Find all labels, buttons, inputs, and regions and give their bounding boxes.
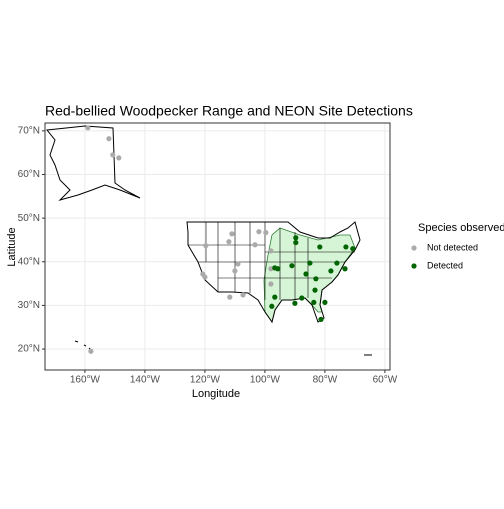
- site-point: [317, 244, 323, 250]
- site-point: [269, 303, 275, 309]
- x-tick-label: 60°W: [373, 375, 398, 386]
- site-point: [292, 300, 298, 306]
- state-lines: [188, 222, 355, 300]
- site-point: [311, 299, 317, 305]
- legend: Not detected Detected: [411, 242, 478, 270]
- y-tick-label: 40°N: [18, 256, 40, 267]
- site-point: [293, 235, 299, 241]
- y-axis-title: Latitude: [6, 227, 18, 266]
- legend-title: Species observed: [418, 222, 504, 234]
- x-tick-label: 140°W: [130, 375, 161, 386]
- site-point: [275, 266, 281, 272]
- legend-swatch: [411, 245, 417, 251]
- site-point: [227, 294, 233, 300]
- site-point: [312, 287, 318, 293]
- site-point: [268, 248, 274, 254]
- site-point: [272, 294, 278, 300]
- site-point: [203, 243, 209, 249]
- site-point: [232, 268, 238, 274]
- site-point: [229, 231, 235, 237]
- site-point: [334, 260, 340, 266]
- y-tick-label: 30°N: [18, 300, 40, 311]
- chart-title: Red-bellied Woodpecker Range and NEON Si…: [45, 103, 413, 119]
- site-point: [116, 155, 122, 161]
- site-point: [268, 281, 274, 287]
- site-point: [106, 136, 112, 142]
- site-point: [303, 271, 309, 277]
- site-point: [342, 266, 348, 272]
- x-axis-title: Longitude: [192, 388, 240, 400]
- legend-swatch: [411, 263, 417, 269]
- y-tick-label: 60°N: [18, 169, 40, 180]
- site-point: [235, 261, 241, 267]
- site-point: [263, 229, 269, 236]
- site-point: [226, 239, 232, 245]
- site-point: [318, 316, 324, 322]
- x-tick-label: 160°W: [70, 375, 101, 386]
- site-point: [268, 266, 274, 272]
- site-point: [88, 348, 94, 354]
- x-tick-label: 120°W: [190, 375, 221, 386]
- site-point: [202, 274, 208, 280]
- contiguous-us: [186, 221, 361, 324]
- site-point: [256, 229, 262, 235]
- site-point: [299, 295, 305, 301]
- site-point: [343, 244, 349, 250]
- site-point: [289, 263, 295, 269]
- x-tick-label: 80°W: [313, 375, 338, 386]
- site-point: [293, 239, 299, 246]
- alaska: [46, 125, 141, 201]
- site-point: [252, 242, 258, 248]
- legend-label: Detected: [427, 260, 463, 270]
- x-tick-label: 100°W: [250, 375, 281, 386]
- site-point: [322, 299, 328, 305]
- panel-border: [44, 122, 391, 371]
- y-tick-label: 50°N: [18, 213, 40, 224]
- basemap: [46, 125, 372, 356]
- y-tick-label: 20°N: [18, 344, 40, 355]
- site-point: [350, 246, 356, 252]
- site-point: [240, 292, 246, 298]
- site-point: [307, 260, 313, 266]
- y-tick-label: 70°N: [18, 125, 40, 136]
- site-point: [328, 268, 334, 274]
- site-point: [313, 276, 319, 282]
- legend-label: Not detected: [427, 242, 478, 252]
- site-point: [110, 152, 116, 158]
- range-area: [263, 227, 356, 323]
- points: [85, 125, 356, 354]
- site-point: [85, 125, 91, 131]
